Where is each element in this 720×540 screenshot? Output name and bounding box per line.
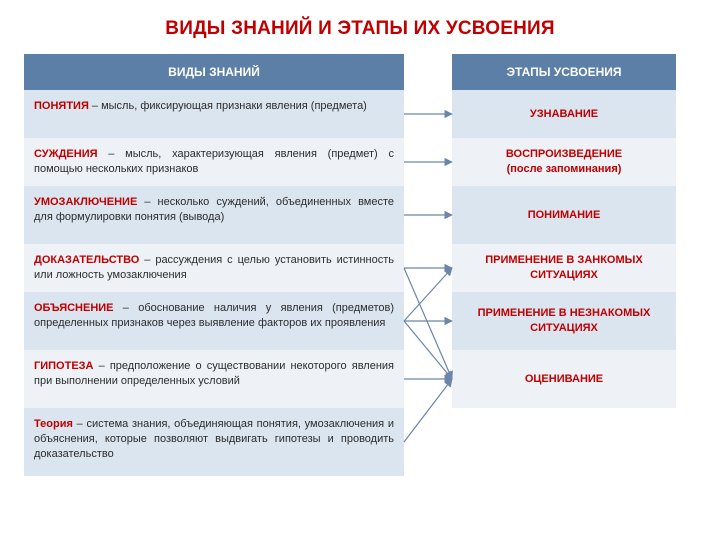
left-row: ПОНЯТИЯ – мысль, фиксирующая признаки яв… bbox=[24, 90, 404, 138]
right-row: УЗНАВАНИЕ bbox=[452, 90, 676, 138]
right-row: ВОСПРОИЗВЕДЕНИЕ (после запоминания) bbox=[452, 138, 676, 186]
right-row: ПРИМЕНЕНИЕ В НЕЗНАКОМЫХ СИТУАЦИЯХ bbox=[452, 292, 676, 350]
term: ГИПОТЕЗА bbox=[34, 360, 94, 372]
left-row: ОБЪЯСНЕНИЕ – обоснование наличия у явлен… bbox=[24, 292, 404, 350]
page: ВИДЫ ЗНАНИЙ И ЭТАПЫ ИХ УСВОЕНИЯ ВИДЫ ЗНА… bbox=[0, 0, 720, 540]
arrow bbox=[404, 268, 452, 379]
left-row: ГИПОТЕЗА – предположение о существовании… bbox=[24, 350, 404, 408]
definition: – мысль, фиксирующая признаки явления (п… bbox=[89, 100, 367, 112]
term: ПОНЯТИЯ bbox=[34, 100, 89, 112]
left-row: УМОЗАКЛЮЧЕНИЕ – несколько суждений, объе… bbox=[24, 186, 404, 244]
right-header: ЭТАПЫ УСВОЕНИЯ bbox=[452, 54, 676, 90]
right-column: ЭТАПЫ УСВОЕНИЯ УЗНАВАНИЕВОСПРОИЗВЕДЕНИЕ … bbox=[452, 54, 676, 476]
term: Теория bbox=[34, 418, 73, 430]
left-row: СУЖДЕНИЯ – мысль, характеризующая явлени… bbox=[24, 138, 404, 186]
right-row: ОЦЕНИВАНИЕ bbox=[452, 350, 676, 408]
left-column: ВИДЫ ЗНАНИЙ ПОНЯТИЯ – мысль, фиксирующая… bbox=[24, 54, 404, 476]
right-row: ПОНИМАНИЕ bbox=[452, 186, 676, 244]
page-title: ВИДЫ ЗНАНИЙ И ЭТАПЫ ИХ УСВОЕНИЯ bbox=[24, 18, 696, 40]
arrow bbox=[404, 268, 452, 321]
columns-wrap: ВИДЫ ЗНАНИЙ ПОНЯТИЯ – мысль, фиксирующая… bbox=[24, 54, 696, 476]
definition: – система знания, объединяющая понятия, … bbox=[34, 418, 394, 460]
left-header: ВИДЫ ЗНАНИЙ bbox=[24, 54, 404, 90]
left-row: Теория – система знания, объединяющая по… bbox=[24, 408, 404, 476]
right-row: ПРИМЕНЕНИЕ В ЗАНКОМЫХ СИТУАЦИЯХ bbox=[452, 244, 676, 292]
left-row: ДОКАЗАТЕЛЬСТВО – рассуждения с целью уст… bbox=[24, 244, 404, 292]
arrow bbox=[404, 321, 452, 379]
term: ДОКАЗАТЕЛЬСТВО bbox=[34, 254, 139, 266]
term: СУЖДЕНИЯ bbox=[34, 148, 98, 160]
term: ОБЪЯСНЕНИЕ bbox=[34, 302, 114, 314]
arrow bbox=[404, 379, 452, 442]
term: УМОЗАКЛЮЧЕНИЕ bbox=[34, 196, 137, 208]
